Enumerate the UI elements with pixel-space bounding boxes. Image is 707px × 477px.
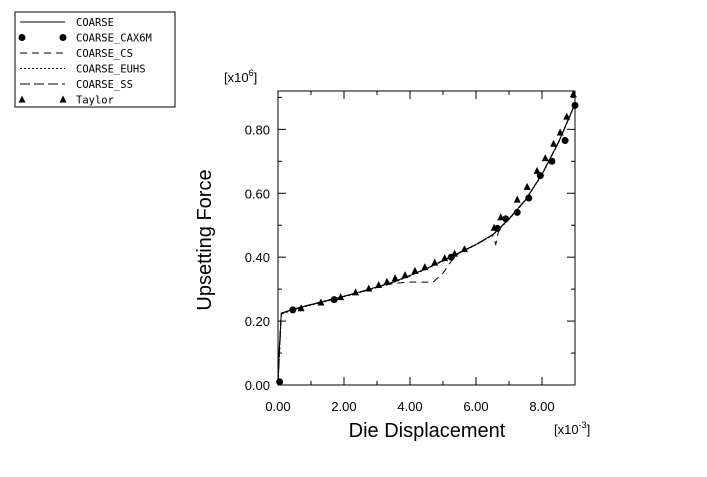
data-point-triangle xyxy=(497,213,505,221)
data-point-triangle xyxy=(411,266,419,274)
plot-area: 0.00 2.00 4.00 6.00 8.00 0.00 0.20 0.40 0.60 0.80 xyxy=(245,90,579,414)
data-point-triangle xyxy=(541,154,549,162)
series-coarse-euhs xyxy=(277,104,576,386)
series-line-coarse xyxy=(277,103,576,386)
data-point-triangle xyxy=(533,166,541,174)
series-taylor xyxy=(297,90,577,312)
data-point-triangle xyxy=(460,245,468,253)
legend-label: COARSE xyxy=(76,17,114,29)
data-point-triangle xyxy=(421,263,429,271)
legend-item-coarse-ss: COARSE_SS xyxy=(20,79,133,91)
data-point-circle xyxy=(502,215,510,223)
x-tick-label: 0.00 xyxy=(265,399,290,414)
legend-item-coarse: COARSE xyxy=(20,17,114,29)
data-point-triangle xyxy=(490,223,498,231)
legend-label: Taylor xyxy=(76,95,114,107)
y-tick-label: 0.40 xyxy=(245,250,270,265)
data-point-triangle xyxy=(569,90,577,98)
x-tick-label: 6.00 xyxy=(463,399,488,414)
data-point-triangle xyxy=(337,293,345,301)
legend-marker-triangle xyxy=(18,95,26,103)
data-point-circle xyxy=(548,157,556,165)
series-line-coarse-ss xyxy=(277,103,576,386)
legend: COARSE COARSE_CAX6M COARSE_CS COARSE_EUHS CO… xyxy=(14,11,176,108)
data-point-circle xyxy=(561,137,569,145)
y-tick-label: 0.20 xyxy=(245,314,270,329)
legend-box xyxy=(14,11,176,108)
legend-label: COARSE_CAX6M xyxy=(76,33,152,45)
data-point-circle xyxy=(289,306,297,314)
series-coarse-cs xyxy=(277,103,576,386)
data-point-triangle xyxy=(401,271,409,279)
legend-item-coarse-euhs: COARSE_EUHS xyxy=(20,64,146,76)
y-tick-label: 0.80 xyxy=(245,122,270,137)
series-coarse-ss xyxy=(277,103,576,386)
data-point-triangle xyxy=(431,258,439,266)
legend-marker-circle xyxy=(59,34,67,41)
data-point-triangle xyxy=(375,280,383,288)
y-axis-title: Upsetting Force xyxy=(194,169,216,310)
data-point-circle xyxy=(276,378,284,386)
y-tick-label: 0.60 xyxy=(245,186,270,201)
plot-frame xyxy=(277,90,576,386)
legend-label: COARSE_SS xyxy=(76,79,133,91)
data-point-triangle xyxy=(317,298,325,306)
x-axis-multiplier: [x10-3] xyxy=(554,420,590,437)
x-tick-label: 8.00 xyxy=(529,399,554,414)
data-point-triangle xyxy=(451,249,459,257)
y-axis-multiplier: [x106] xyxy=(224,68,257,85)
legend-label: COARSE_CS xyxy=(76,48,133,60)
legend-label: COARSE_EUHS xyxy=(76,64,146,76)
legend-item-coarse-cax6m: COARSE_CAX6M xyxy=(18,33,152,45)
x-tick-label: 2.00 xyxy=(331,399,356,414)
series-coarse xyxy=(277,103,576,386)
y-tick-label: 0.00 xyxy=(245,378,270,393)
data-point-triangle xyxy=(352,288,360,296)
series-line-coarse-euhs xyxy=(277,104,576,386)
data-point-triangle xyxy=(556,128,564,136)
data-point-circle xyxy=(525,194,533,202)
data-point-triangle xyxy=(383,277,391,285)
legend-marker-triangle xyxy=(59,95,67,103)
data-point-triangle xyxy=(441,254,449,262)
data-point-triangle xyxy=(391,274,399,282)
legend-item-taylor: Taylor xyxy=(18,95,114,107)
data-point-triangle xyxy=(297,304,305,312)
series-coarse-cax6m xyxy=(276,101,579,386)
legend-marker-circle xyxy=(18,34,26,41)
data-point-circle xyxy=(513,208,521,216)
data-point-triangle xyxy=(550,139,558,147)
legend-item-coarse-cs: COARSE_CS xyxy=(20,48,133,60)
x-tick-label: 4.00 xyxy=(397,399,422,414)
data-point-triangle xyxy=(523,182,531,190)
data-point-triangle xyxy=(563,112,571,120)
x-axis-title: Die Displacement xyxy=(349,420,506,442)
data-point-triangle xyxy=(365,284,373,292)
data-point-triangle xyxy=(513,195,521,203)
series-line-coarse-cs xyxy=(277,103,576,386)
